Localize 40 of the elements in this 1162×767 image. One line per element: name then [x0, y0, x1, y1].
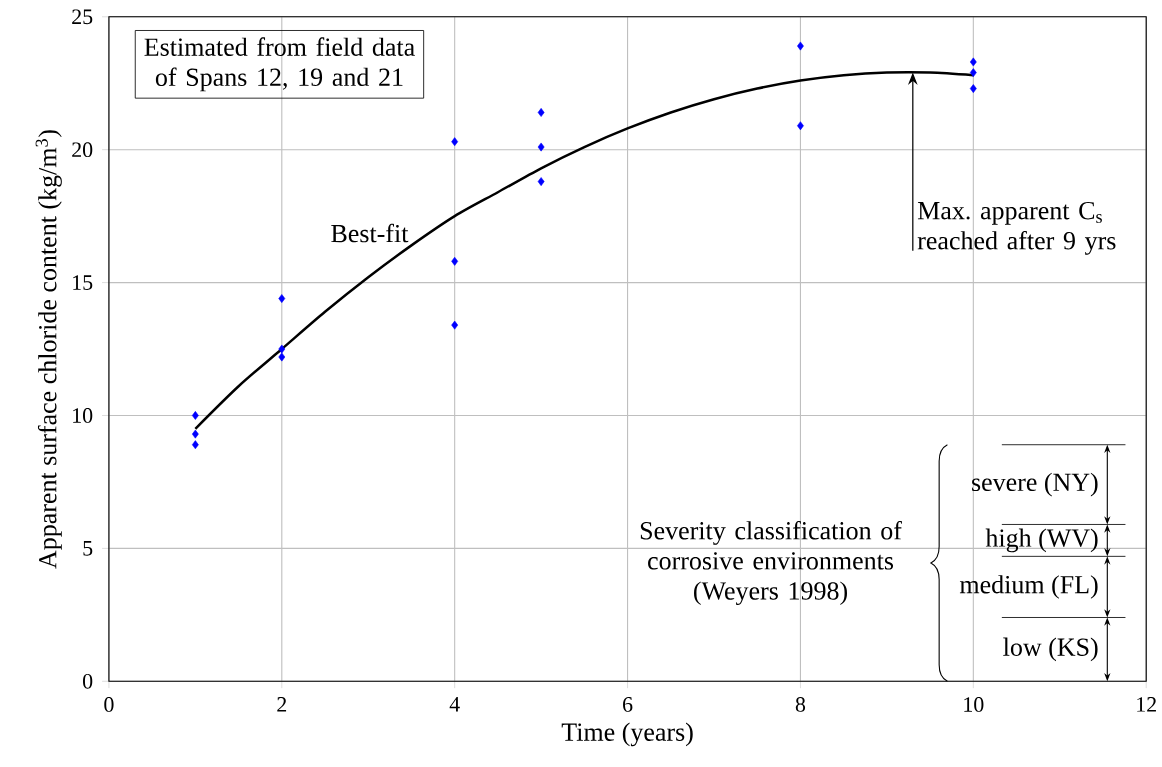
- point: [451, 320, 459, 330]
- y-tick-label: 25: [72, 9, 93, 24]
- x-tick-label: 10: [964, 696, 984, 712]
- y-tick-label: 5: [83, 540, 93, 556]
- point: [797, 121, 804, 131]
- annotation: low (KS): [1003, 637, 1098, 662]
- annotation: medium (FL): [959, 575, 1098, 599]
- point: [969, 57, 977, 67]
- x-tick-label: 0: [104, 696, 114, 712]
- point: [278, 344, 286, 354]
- y-tick-label: 0: [83, 673, 93, 689]
- point: [191, 410, 199, 420]
- x-tick-label: 6: [623, 696, 633, 712]
- point: [969, 68, 977, 77]
- x-axis-title: Time (years): [561, 722, 693, 747]
- y-axis-title: Apparent surface chloride content (kg/m$^{3}$): [35, 130, 62, 569]
- x-tick-label: 4: [449, 696, 460, 712]
- point: [278, 293, 286, 303]
- point: [451, 256, 459, 266]
- y-tick-label: 20: [72, 142, 93, 157]
- x-tick-label: 2: [277, 696, 287, 712]
- annotation: Severity classification of corrosive environments (Weyers 1998): [640, 520, 902, 605]
- point: [969, 84, 977, 93]
- annotation: high (WV): [985, 528, 1098, 553]
- point: [191, 429, 199, 439]
- annotation: Max. apparent C$_{s}$ reached after 9 yrs: [917, 201, 1116, 255]
- x-tick-label: 12: [1137, 696, 1156, 712]
- point: [537, 177, 545, 186]
- x-tick-label: 8: [795, 696, 806, 712]
- point: [537, 142, 545, 152]
- annotation: severe (NY): [972, 472, 1098, 497]
- point: [191, 440, 199, 449]
- series-label: Best-fit: [331, 223, 409, 243]
- point: [537, 107, 545, 117]
- annotation: Estimated from field data of Spans 12, 19 and 21: [144, 37, 415, 92]
- point: [797, 41, 804, 51]
- point: [278, 352, 286, 362]
- y-tick-label: 10: [73, 407, 93, 423]
- point: [451, 137, 459, 146]
- y-tick-label: 15: [73, 275, 93, 290]
